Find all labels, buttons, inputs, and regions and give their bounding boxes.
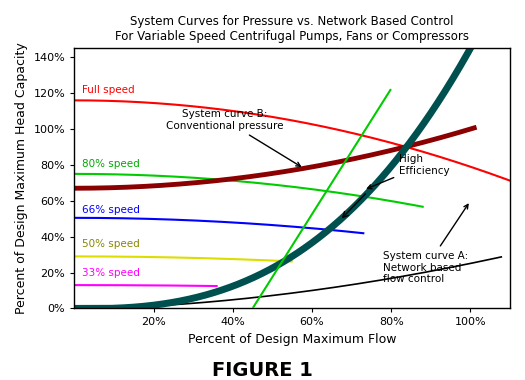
X-axis label: Percent of Design Maximum Flow: Percent of Design Maximum Flow — [188, 333, 396, 346]
Text: 66% speed: 66% speed — [82, 205, 140, 215]
Text: High
Efficiency: High Efficiency — [368, 154, 450, 189]
Text: FIGURE 1: FIGURE 1 — [212, 361, 313, 380]
Title: System Curves for Pressure vs. Network Based Control
For Variable Speed Centrifu: System Curves for Pressure vs. Network B… — [115, 15, 469, 43]
Text: 50% speed: 50% speed — [82, 239, 140, 249]
Text: System curve B:
Conventional pressure: System curve B: Conventional pressure — [166, 109, 300, 166]
Text: 33% speed: 33% speed — [82, 268, 140, 278]
Text: Full speed: Full speed — [82, 85, 135, 95]
Text: System curve A:
Network based
flow control: System curve A: Network based flow contr… — [383, 204, 468, 284]
Text: 80% speed: 80% speed — [82, 159, 140, 169]
Y-axis label: Percent of Design Maximum Head Capacity: Percent of Design Maximum Head Capacity — [15, 43, 28, 314]
